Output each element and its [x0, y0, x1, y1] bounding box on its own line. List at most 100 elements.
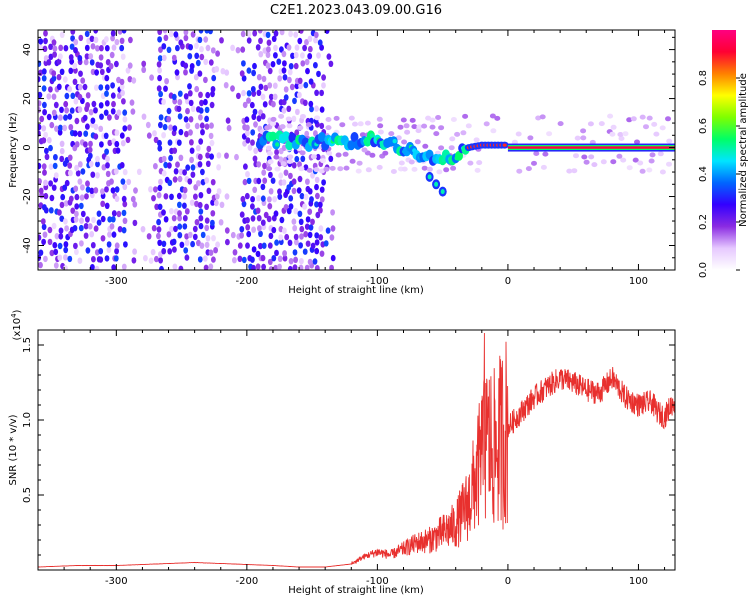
spectrogram-cell — [245, 242, 250, 249]
spectrogram-cell — [103, 132, 109, 139]
spectrogram-cell — [157, 145, 163, 152]
spectrogram-cell — [93, 36, 99, 44]
spectrogram-cell — [580, 128, 587, 134]
spectrogram-cell — [256, 195, 261, 202]
spectrogram-cell — [64, 92, 70, 100]
spectrogram-cell — [46, 137, 52, 144]
spectrogram-cell — [474, 167, 481, 173]
spectrogram-cell — [252, 155, 258, 162]
spectrogram-cell — [438, 125, 445, 131]
spectrogram-cell — [329, 264, 334, 270]
spectrogram-cell — [96, 219, 102, 226]
spectrogram-cell — [287, 239, 293, 246]
spectrogram-cell — [255, 44, 261, 51]
spectrogram-cell — [273, 264, 278, 270]
spectrogram-cell — [216, 188, 222, 195]
spectrogram-cell — [109, 178, 114, 185]
spectrogram-cell — [304, 130, 310, 138]
spectrogram-cell — [77, 84, 83, 91]
spectrogram-cell — [158, 90, 164, 98]
spectrogram-cell — [151, 195, 156, 202]
spectrogram-cell — [265, 145, 272, 151]
spectrogram-cell — [319, 106, 325, 113]
spectrogram-cell — [198, 208, 204, 215]
spectrogram-cell — [273, 30, 279, 37]
spectrogram-y-tick-label: -20 — [22, 188, 33, 204]
spectrogram-cell — [310, 154, 317, 160]
spectrogram-cell — [232, 249, 238, 256]
spectrogram-cell — [120, 89, 125, 97]
spectrogram-cell — [299, 233, 304, 240]
spectrogram-cell — [316, 70, 321, 78]
spectrogram-cell — [63, 218, 68, 225]
spectrogram-cell — [263, 84, 269, 92]
spectrogram-cell — [56, 74, 62, 81]
spectrogram-cell — [104, 84, 110, 91]
spectrogram-cell — [175, 44, 180, 52]
spectrogram-cell — [203, 76, 208, 84]
spectrogram-cell — [305, 216, 311, 223]
spectrogram-cell — [300, 155, 306, 162]
spectrogram-cell — [83, 58, 89, 66]
spectrogram-cell — [299, 258, 304, 265]
spectrogram-cell — [388, 131, 395, 137]
spectrogram-cell — [328, 155, 334, 162]
spectrogram-cell — [294, 155, 300, 163]
spectrogram-cell — [183, 30, 189, 36]
spectrogram-cell — [204, 106, 210, 114]
spectrogram-cell — [72, 62, 78, 69]
spectrogram-cell — [83, 223, 89, 230]
spectrogram-cell — [127, 36, 133, 44]
spectrogram-cell — [297, 91, 302, 99]
spectrogram-cell — [304, 223, 310, 230]
spectrogram-cell — [274, 166, 281, 172]
spectrogram-cell — [52, 242, 58, 249]
spectrogram-cell — [609, 131, 616, 137]
spectrogram-cell — [42, 204, 47, 211]
spectrogram-cell — [184, 130, 189, 138]
spectrogram-cell — [94, 84, 99, 91]
spectrogram-y-tick-label: -40 — [22, 237, 33, 253]
spectrogram-cell — [178, 154, 184, 161]
spectrogram-cell — [542, 151, 549, 157]
spectrogram-cell — [121, 227, 127, 234]
spectrogram-cell — [46, 113, 52, 121]
spectrogram-cell — [278, 113, 285, 119]
spectrogram-cell — [297, 161, 302, 168]
spectrogram-cell — [168, 124, 174, 131]
spectrogram-cell — [198, 30, 204, 34]
spectrogram-cell — [114, 38, 120, 46]
spectrogram-cell — [255, 263, 261, 270]
spectrogram-cell — [300, 52, 305, 59]
spectrogram-cell — [56, 58, 62, 65]
spectrogram-cell — [90, 43, 96, 50]
spectrogram-frame — [37, 29, 676, 271]
spectrogram-cell — [249, 101, 255, 109]
spectrogram-cell — [535, 115, 542, 121]
spectrogram-cell — [240, 46, 246, 53]
spectrogram-cell — [260, 219, 266, 226]
spectrogram-cell — [119, 37, 125, 44]
spectrogram-cell — [251, 246, 257, 253]
spectrogram-cell — [184, 233, 190, 240]
spectrogram-cell — [288, 195, 294, 202]
spectrogram-branch-core — [434, 181, 439, 187]
spectrogram-cell — [83, 130, 89, 137]
spectrogram-cell — [83, 141, 88, 148]
spectrogram-cell — [307, 188, 313, 195]
spectrogram-cell — [38, 178, 42, 185]
spectrogram-cell — [197, 161, 203, 168]
spectrogram-cell — [266, 39, 272, 46]
spectrogram-cell — [113, 255, 119, 262]
spectrogram-cell — [42, 101, 47, 109]
spectrogram-cell — [167, 248, 173, 255]
spectrogram-cell — [289, 83, 295, 91]
spectrogram-cell — [70, 35, 75, 42]
spectrogram-cell — [292, 225, 298, 232]
spectrogram-cell — [58, 233, 64, 240]
spectrogram-cell — [73, 242, 78, 250]
spectrogram-cell — [183, 69, 188, 76]
spectrogram-cell — [296, 187, 302, 194]
spectrogram-cell — [250, 203, 255, 210]
spectrogram-cell — [319, 168, 325, 174]
